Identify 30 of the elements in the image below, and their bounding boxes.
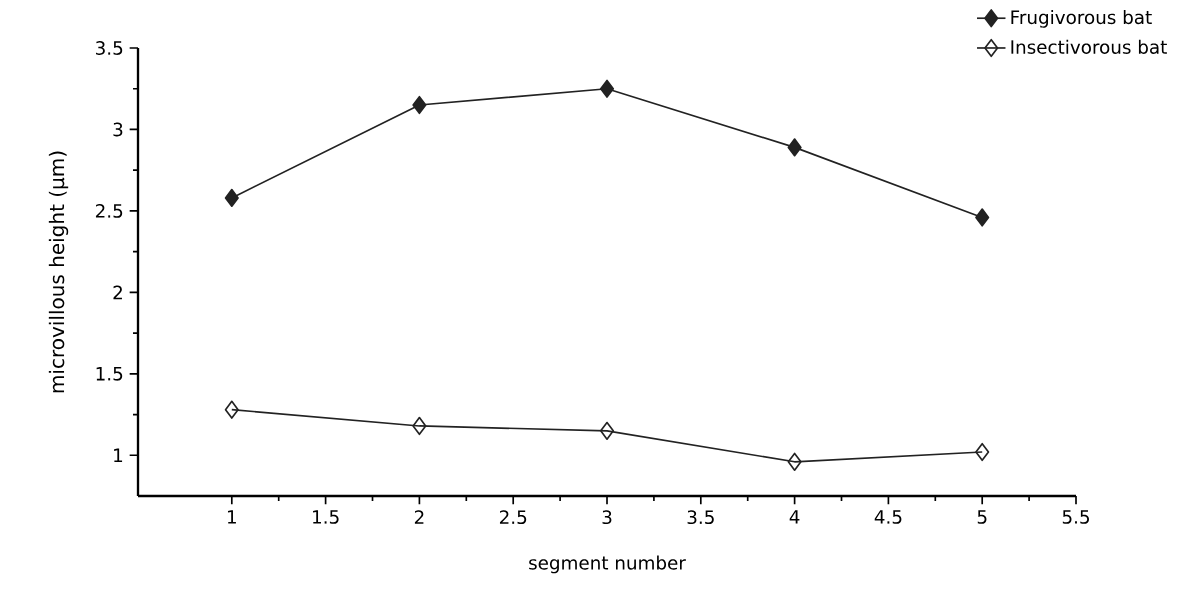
x-tick-label: 4.5 [874, 510, 902, 524]
y-tick-label: 3 [113, 122, 123, 137]
y-tick-label: 2.5 [95, 203, 123, 218]
y-tick-label: 1.5 [96, 367, 123, 381]
y-tick-label: 2 [113, 285, 122, 300]
x-tick-label: 3.5 [687, 510, 714, 525]
x-tick-label: 2.5 [499, 510, 527, 525]
x-tick-label: 4 [789, 510, 800, 524]
x-tick-label: 1 [227, 510, 236, 524]
point [787, 452, 802, 471]
point [412, 95, 427, 115]
point [224, 188, 239, 208]
point [412, 416, 427, 436]
y-tick-label: 1 [114, 448, 123, 462]
y-tick-label: 3.5 [96, 41, 123, 55]
point [787, 138, 802, 157]
point [975, 442, 990, 462]
x-tick-label: 3 [602, 510, 612, 525]
x-axis-title: segment number [529, 555, 686, 574]
point [224, 400, 239, 419]
point [975, 208, 990, 227]
legend-label: Insectivorous bat [1011, 39, 1167, 54]
x-tick-label: 2 [414, 510, 424, 524]
x-tick-label: 1.5 [313, 510, 339, 524]
x-tick-label: 5.5 [1062, 510, 1089, 524]
legend-label: Frugivorous bat [1011, 10, 1152, 28]
point [599, 421, 615, 441]
point [599, 79, 615, 98]
y-axis-title: microvillous height (µm) [48, 151, 69, 393]
x-tick-label: 5 [977, 510, 987, 524]
